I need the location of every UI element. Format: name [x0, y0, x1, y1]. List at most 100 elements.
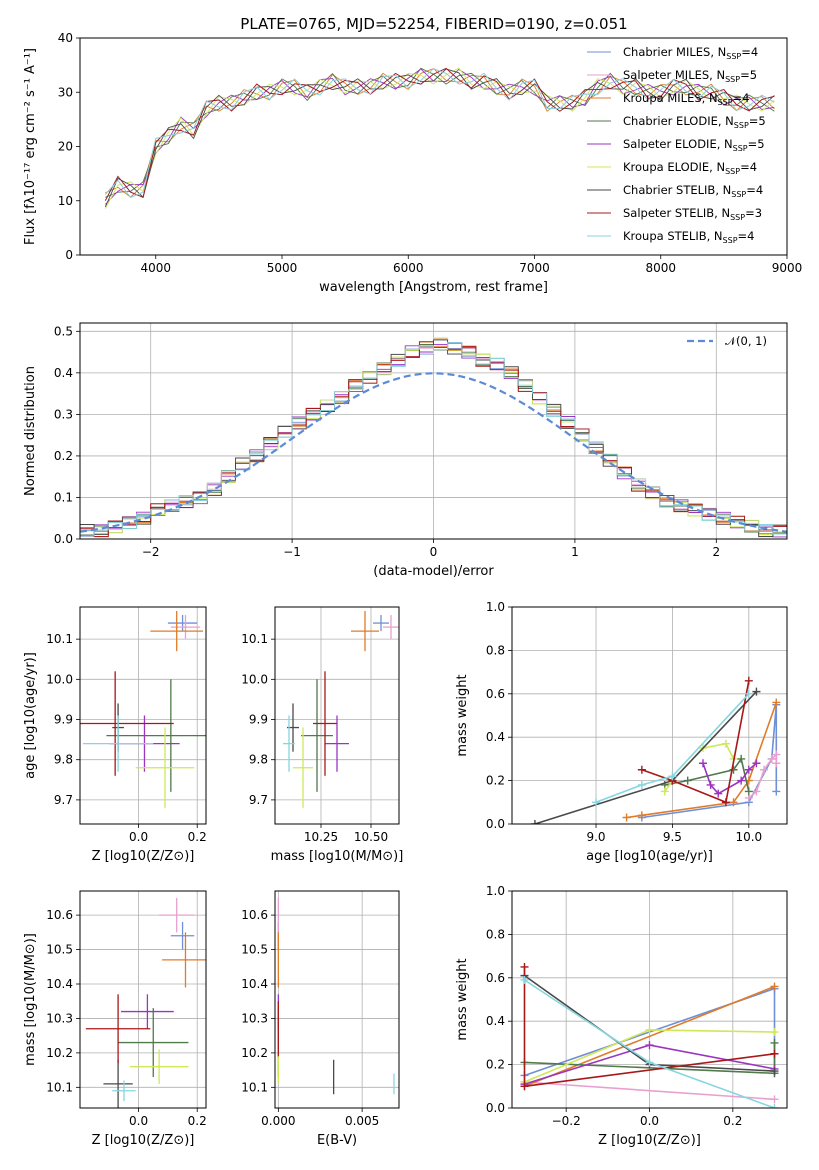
y-tick-label: 0.4	[54, 366, 73, 380]
x-tick-label: 0.0	[640, 1114, 659, 1128]
axes-frame	[79, 37, 788, 256]
weight-marker	[744, 787, 753, 796]
y-tick-label: 10.3	[241, 1011, 268, 1025]
y-tick-label: 20	[58, 140, 73, 154]
panel-residuals: −2 −1 0 1 2 0.0 0.1 0.2 0.3 0.4 0.5 (data-model)/er…	[23, 322, 788, 579]
weight-marker	[772, 750, 781, 759]
weight-marker	[770, 1067, 779, 1076]
panel-mass-vs-z: 0.0 0.2 10.1 10.2 10.3 10.4 10.5 10.6 Z [log10(Z…	[23, 890, 207, 1148]
y-tick-label: 9.9	[249, 713, 268, 727]
y-tick-label: 0.2	[486, 774, 505, 788]
y-tick-label: 10.3	[46, 1011, 73, 1025]
y-tick-label: 1.0	[486, 600, 505, 614]
panel-mass-vs-ebv: 0.000 0.005 10.1 10.2 10.3 10.4 10.5 10.6 E(B-V)	[241, 890, 400, 1148]
legend-entry: Kroupa MILES, NSSP=4	[623, 91, 749, 107]
x-tick-label: 5000	[267, 261, 298, 275]
y-tick-label: 10.1	[241, 1080, 268, 1094]
weight-marker	[760, 765, 769, 774]
weight-line-2	[626, 702, 778, 819]
y-tick-label: 9.7	[54, 793, 73, 807]
x-axis-label: age [log10(age/yr)]	[586, 849, 713, 864]
y-tick-label: 1.0	[486, 884, 505, 898]
y-tick-label: 0.0	[54, 532, 73, 546]
y-axis-label: mass weight	[455, 674, 470, 756]
plot-area	[80, 337, 787, 539]
weight-marker	[714, 789, 723, 798]
y-tick-label: 10.2	[46, 1046, 73, 1060]
weight-marker	[729, 765, 738, 774]
y-tick-label: 0	[65, 248, 73, 262]
legend-entry: Chabrier STELIB, NSSP=4	[623, 183, 763, 199]
weight-marker	[637, 780, 646, 789]
weight-marker	[637, 811, 646, 820]
figure-title: PLATE=0765, MJD=52254, FIBERID=0190, z=0…	[240, 15, 627, 33]
x-tick-label: 0.2	[188, 830, 207, 844]
panel-spectrum: 4000 5000 6000 7000 8000 9000 0 10 20 30 40 wavelen…	[23, 31, 802, 295]
weight-marker	[645, 1025, 654, 1034]
x-tick-label: −2	[142, 545, 160, 559]
x-tick-label: 0.005	[345, 1114, 379, 1128]
weight-marker	[668, 772, 677, 781]
plot-area	[85, 897, 206, 1108]
x-tick-label: −0.2	[552, 1114, 581, 1128]
y-tick-label: 0.1	[54, 490, 73, 504]
panel-weight-vs-age: 9.0 9.5 10.0 0.0 0.2 0.4 0.6 0.8 1.0 age [log10(a…	[455, 600, 788, 864]
legend-entry: Salpeter STELIB, NSSP=3	[623, 206, 762, 222]
plot-area	[520, 962, 779, 1108]
weight-marker	[744, 676, 753, 685]
weight-line-7	[641, 680, 750, 804]
y-tick-label: 0.5	[54, 324, 73, 338]
x-tick-label: 0.2	[723, 1114, 742, 1128]
x-tick-label: 9.5	[663, 830, 682, 844]
spectrum-line-0	[104, 67, 775, 202]
y-tick-label: 9.8	[54, 753, 73, 767]
x-tick-label: 7000	[519, 261, 550, 275]
weight-line-4	[702, 762, 757, 795]
weight-marker	[767, 754, 776, 763]
weight-marker	[637, 765, 646, 774]
y-axis-label: Flux [fλ10⁻¹⁷ erg cm⁻² s⁻¹ A⁻¹]	[23, 48, 38, 245]
x-tick-label: 1	[571, 545, 579, 559]
weight-marker	[520, 1082, 529, 1091]
y-tick-label: 0.0	[486, 1101, 505, 1115]
weight-marker	[770, 1049, 779, 1058]
x-tick-label: 9000	[772, 261, 803, 275]
y-tick-label: 0.2	[54, 449, 73, 463]
x-axis-label: mass [log10(M/M⊙)]	[271, 849, 404, 864]
x-tick-label: 10.0	[735, 830, 762, 844]
weight-marker	[752, 787, 761, 796]
weight-marker	[772, 698, 781, 707]
x-axis-label: (data-model)/error	[373, 564, 494, 579]
weight-marker	[744, 689, 753, 698]
y-tick-label: 0.6	[486, 687, 505, 701]
y-tick-label: 9.7	[249, 793, 268, 807]
histogram-7	[80, 341, 787, 539]
plot-area	[530, 676, 781, 824]
y-tick-label: 10.1	[46, 1080, 73, 1094]
plot-area	[104, 67, 775, 209]
axes-frame	[79, 890, 207, 1109]
panel-age-vs-mass: 10.25 10.50 9.7 9.8 9.9 10.0 10.1 mass [log10(M…	[241, 606, 404, 864]
x-tick-label: 0	[430, 545, 438, 559]
spectrum-line-1	[104, 68, 775, 198]
histogram-8	[80, 341, 787, 539]
y-axis-label: mass [log10(M/M⊙)]	[23, 933, 38, 1066]
weight-marker	[645, 1041, 654, 1050]
spectrum-line-4	[104, 68, 775, 205]
normal-curve	[80, 372, 787, 533]
y-axis-label: mass weight	[455, 958, 470, 1040]
legend-entry: 𝒩(0, 1)	[725, 334, 767, 348]
axes-frame	[274, 890, 400, 1109]
spectrum-line-8	[104, 68, 775, 198]
y-tick-label: 0.3	[54, 407, 73, 421]
x-tick-label: 0.0	[129, 830, 148, 844]
weight-marker	[698, 759, 707, 768]
axes-frame	[274, 606, 400, 825]
weight-marker	[530, 820, 539, 824]
weight-marker	[770, 1095, 779, 1104]
y-tick-label: 10.5	[46, 943, 73, 957]
weight-marker	[721, 798, 730, 807]
legend-entry: Kroupa ELODIE, NSSP=4	[623, 160, 757, 176]
weight-line-2	[524, 985, 775, 1088]
axes-frame	[79, 322, 788, 540]
